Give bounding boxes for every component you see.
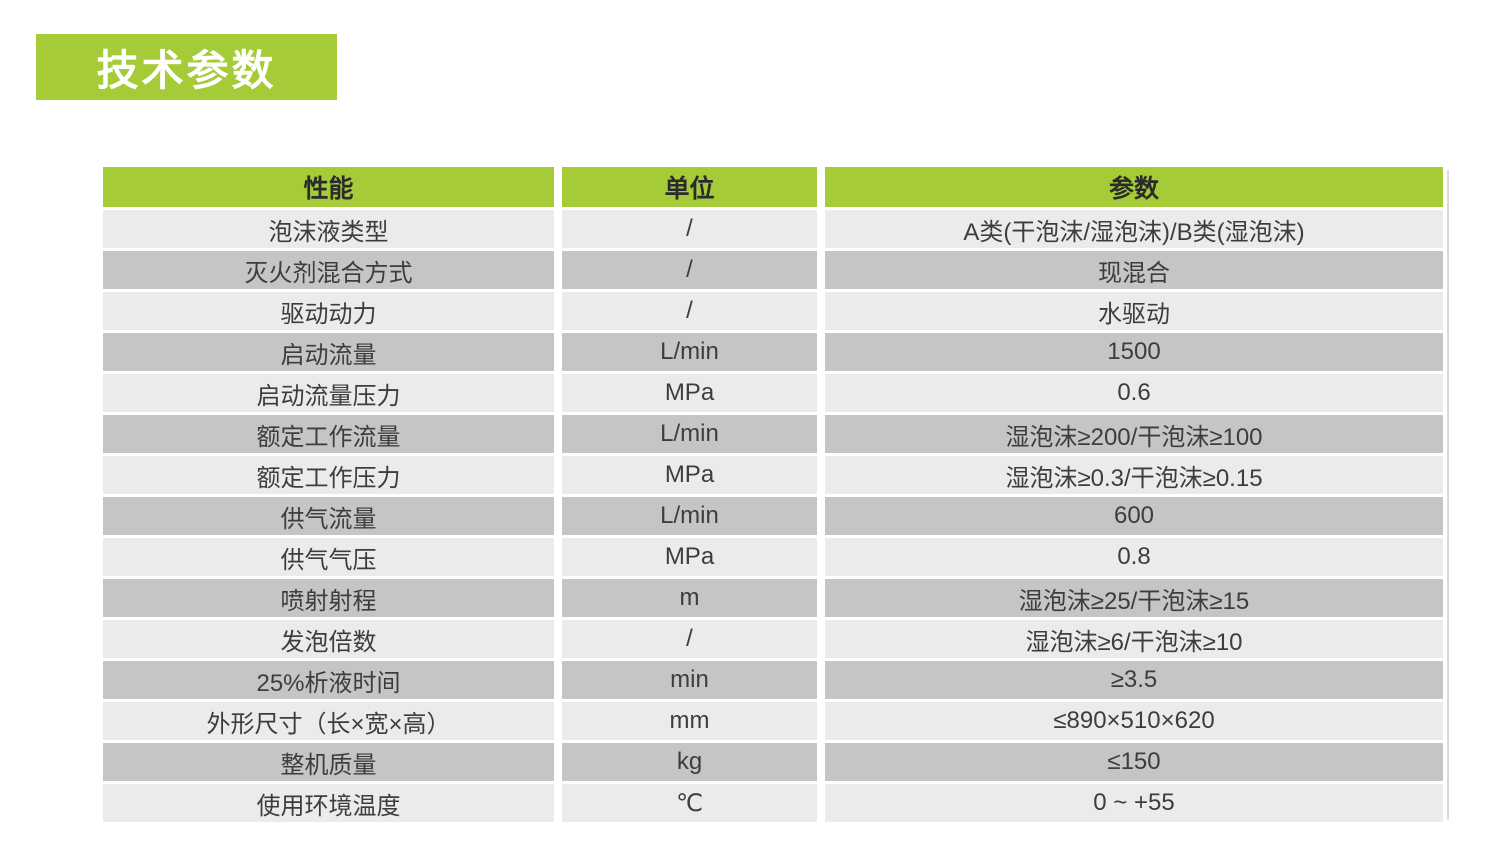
table-row: 启动流量 L/min 1500 [103, 333, 1443, 371]
header-cell-parameter: 参数 [825, 167, 1443, 207]
row-unit-cell: L/min [562, 497, 817, 535]
table-header-row: 性能 单位 参数 [103, 167, 1443, 207]
row-unit-cell: / [562, 620, 817, 658]
row-value-cell: 600 [825, 497, 1443, 535]
row-value-cell: 0.6 [825, 374, 1443, 412]
row-name-cell: 整机质量 [103, 743, 554, 781]
table-row: 整机质量 kg ≤150 [103, 743, 1443, 781]
row-value-cell: 0.8 [825, 538, 1443, 576]
row-unit-cell: MPa [562, 374, 817, 412]
row-name-cell: 25%析液时间 [103, 661, 554, 699]
table-row: 启动流量压力 MPa 0.6 [103, 374, 1443, 412]
row-unit-cell: kg [562, 743, 817, 781]
row-value-cell: 水驱动 [825, 292, 1443, 330]
header-cell-performance: 性能 [103, 167, 554, 207]
row-name-cell: 泡沫液类型 [103, 210, 554, 248]
row-value-cell: 湿泡沫≥0.3/干泡沫≥0.15 [825, 456, 1443, 494]
table-row: 额定工作流量 L/min 湿泡沫≥200/干泡沫≥100 [103, 415, 1443, 453]
row-unit-cell: mm [562, 702, 817, 740]
row-unit-cell: / [562, 292, 817, 330]
row-name-cell: 驱动动力 [103, 292, 554, 330]
row-value-cell: ≤150 [825, 743, 1443, 781]
row-name-cell: 外形尺寸（长×宽×高） [103, 702, 554, 740]
row-name-cell: 启动流量 [103, 333, 554, 371]
row-value-cell: ≤890×510×620 [825, 702, 1443, 740]
spec-table: 性能 单位 参数 泡沫液类型 / A类(干泡沫/湿泡沫)/B类(湿泡沫) 灭火剂… [103, 167, 1443, 825]
row-value-cell: 湿泡沫≥200/干泡沫≥100 [825, 415, 1443, 453]
row-unit-cell: m [562, 579, 817, 617]
row-value-cell: 湿泡沫≥6/干泡沫≥10 [825, 620, 1443, 658]
table-row: 供气流量 L/min 600 [103, 497, 1443, 535]
table-row: 额定工作压力 MPa 湿泡沫≥0.3/干泡沫≥0.15 [103, 456, 1443, 494]
row-name-cell: 供气气压 [103, 538, 554, 576]
table-row: 驱动动力 / 水驱动 [103, 292, 1443, 330]
table-row: 25%析液时间 min ≥3.5 [103, 661, 1443, 699]
table-right-border [1447, 170, 1449, 820]
row-name-cell: 额定工作压力 [103, 456, 554, 494]
row-name-cell: 启动流量压力 [103, 374, 554, 412]
table-row: 供气气压 MPa 0.8 [103, 538, 1443, 576]
row-value-cell: 0 ~ +55 [825, 784, 1443, 822]
row-unit-cell: min [562, 661, 817, 699]
row-unit-cell: MPa [562, 538, 817, 576]
row-value-cell: 1500 [825, 333, 1443, 371]
row-name-cell: 使用环境温度 [103, 784, 554, 822]
row-value-cell: ≥3.5 [825, 661, 1443, 699]
row-unit-cell: / [562, 210, 817, 248]
row-value-cell: 现混合 [825, 251, 1443, 289]
row-name-cell: 额定工作流量 [103, 415, 554, 453]
table-row: 喷射射程 m 湿泡沫≥25/干泡沫≥15 [103, 579, 1443, 617]
table-row: 灭火剂混合方式 / 现混合 [103, 251, 1443, 289]
row-name-cell: 供气流量 [103, 497, 554, 535]
table-row: 发泡倍数 / 湿泡沫≥6/干泡沫≥10 [103, 620, 1443, 658]
row-unit-cell: ℃ [562, 784, 817, 822]
row-unit-cell: L/min [562, 415, 817, 453]
section-title-badge: 技术参数 [36, 34, 337, 100]
row-value-cell: A类(干泡沫/湿泡沫)/B类(湿泡沫) [825, 210, 1443, 248]
table-row: 外形尺寸（长×宽×高） mm ≤890×510×620 [103, 702, 1443, 740]
row-name-cell: 喷射射程 [103, 579, 554, 617]
row-name-cell: 灭火剂混合方式 [103, 251, 554, 289]
table-row: 泡沫液类型 / A类(干泡沫/湿泡沫)/B类(湿泡沫) [103, 210, 1443, 248]
row-value-cell: 湿泡沫≥25/干泡沫≥15 [825, 579, 1443, 617]
header-cell-unit: 单位 [562, 167, 817, 207]
row-unit-cell: MPa [562, 456, 817, 494]
row-name-cell: 发泡倍数 [103, 620, 554, 658]
row-unit-cell: L/min [562, 333, 817, 371]
row-unit-cell: / [562, 251, 817, 289]
table-row: 使用环境温度 ℃ 0 ~ +55 [103, 784, 1443, 822]
